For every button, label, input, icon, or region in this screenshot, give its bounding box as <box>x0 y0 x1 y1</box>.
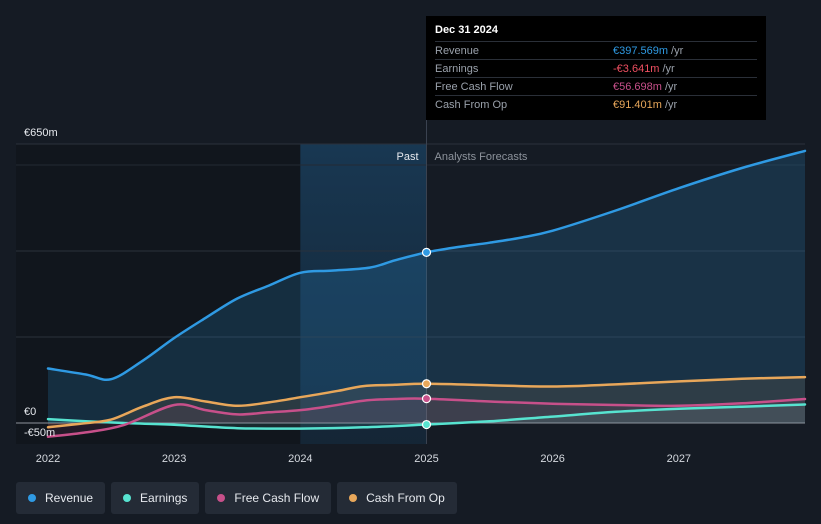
legend-dot-icon <box>349 494 358 502</box>
tooltip: Dec 31 2024 Revenue €397.569m /yr Earnin… <box>426 16 766 120</box>
legend-dot-icon <box>123 494 132 502</box>
legend-label: Free Cash Flow <box>234 491 320 505</box>
tooltip-label: Cash From Op <box>435 98 508 111</box>
area-revenue <box>48 150 805 423</box>
y-axis-label: €650m <box>24 127 58 139</box>
legend-label: Earnings <box>140 491 188 505</box>
past-label: Past <box>396 151 418 163</box>
marker-cash-from-op <box>421 379 432 389</box>
tooltip-value: -€3.641m <box>613 62 660 75</box>
marker-revenue <box>421 247 432 257</box>
legend: Revenue Earnings Free Cash Flow Cash Fro… <box>16 482 457 514</box>
tooltip-value: €91.401m <box>613 98 662 111</box>
legend-dot-icon <box>217 494 226 502</box>
tooltip-unit: /yr <box>662 62 675 75</box>
series-line-free-cash-flow <box>46 397 807 438</box>
series-line-cash-from-op <box>46 375 807 429</box>
legend-item-revenue[interactable]: Revenue <box>16 482 106 514</box>
x-axis-label: 2022 <box>36 453 60 465</box>
x-axis-label: 2025 <box>414 453 438 465</box>
tooltip-label: Earnings <box>435 62 479 75</box>
tooltip-date: Dec 31 2024 <box>435 24 498 36</box>
legend-label: Cash From Op <box>366 491 445 505</box>
tooltip-unit: /yr <box>664 98 678 111</box>
x-axis-label: 2024 <box>288 453 312 465</box>
tooltip-value: €56.698m <box>613 80 662 93</box>
legend-item-cash-from-op[interactable]: Cash From Op <box>337 482 457 514</box>
tooltip-row-earnings: Earnings -€3.641m /yr <box>435 59 757 77</box>
x-axis-label: 2027 <box>667 453 691 465</box>
pre-history-region <box>16 144 301 444</box>
x-axis-label: 2023 <box>162 453 186 465</box>
area-earnings <box>48 404 805 429</box>
legend-item-earnings[interactable]: Earnings <box>111 482 200 514</box>
legend-item-free-cash-flow[interactable]: Free Cash Flow <box>205 482 332 514</box>
tooltip-row-revenue: Revenue €397.569m /yr <box>435 41 757 59</box>
x-axis-label: 2026 <box>540 453 564 465</box>
forecast-label: Analysts Forecasts <box>435 151 528 163</box>
y-axis-label: €0 <box>24 406 36 418</box>
tooltip-row-free-cash-flow: Free Cash Flow €56.698m /yr <box>435 77 757 95</box>
y-axis-label: -€50m <box>24 427 55 439</box>
area-free-cash-flow <box>48 398 805 437</box>
tooltip-row-cash-from-op: Cash From Op €91.401m /yr <box>435 95 757 113</box>
tooltip-label: Revenue <box>435 44 480 57</box>
marker-earnings <box>421 419 432 430</box>
tooltip-unit: /yr <box>664 80 678 93</box>
tooltip-unit: /yr <box>671 44 684 57</box>
legend-label: Revenue <box>45 491 94 505</box>
marker-free-cash-flow <box>421 394 432 404</box>
tooltip-label: Free Cash Flow <box>435 80 513 93</box>
legend-dot-icon <box>28 494 36 502</box>
series-line-revenue <box>46 149 807 381</box>
tooltip-value: €397.569m <box>613 44 669 57</box>
